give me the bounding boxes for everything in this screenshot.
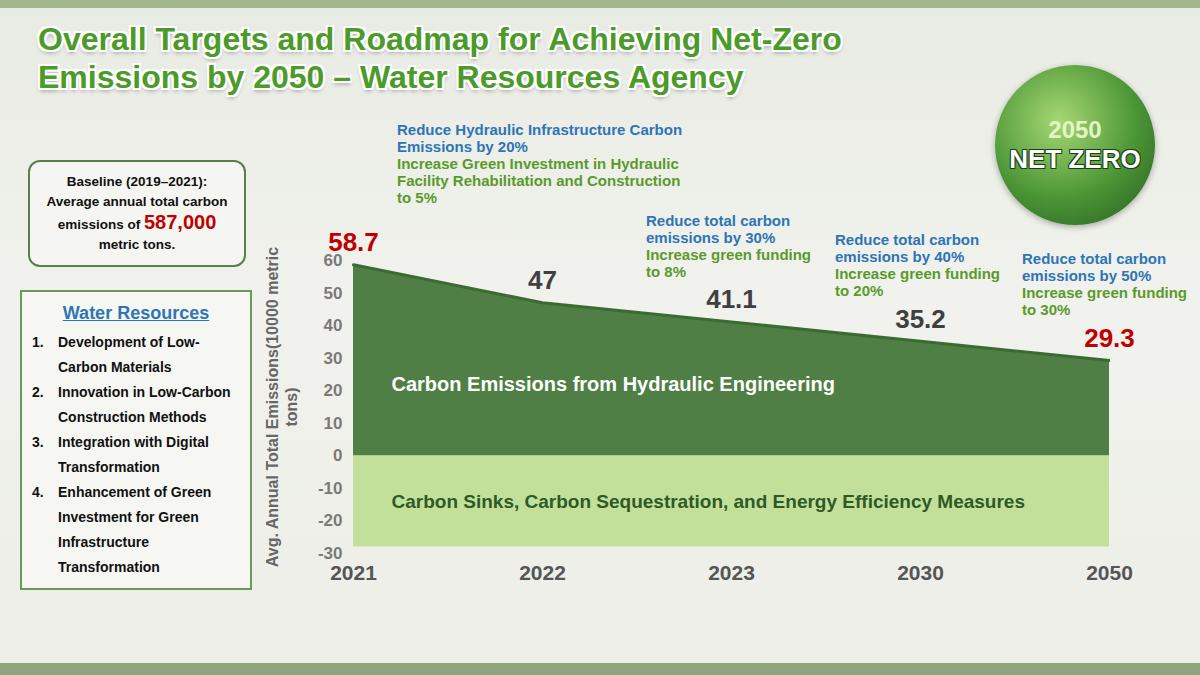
html-text:1.: 1. — [32, 334, 44, 350]
html-text:Reduce Hydraulic Infrastructur: Reduce Hydraulic Infrastructure Carbon E… — [397, 120, 683, 155]
html-text:Water Resources: Water Resources — [62, 303, 210, 323]
html-text:2.: 2. — [32, 384, 44, 400]
html-text:Reduce total carbon emissions: Reduce total carbon emissions by 40% — [835, 230, 980, 265]
svg-text:20: 20 — [324, 381, 343, 400]
html-text:Development of Low-Carbon Mate: Development of Low-Carbon Materials — [58, 334, 200, 375]
html-text:2050: 2050 — [1048, 116, 1102, 143]
svg-text:2021: 2021 — [330, 561, 377, 584]
svg-text:2023: 2023 — [708, 561, 755, 584]
html-text:Increase green funding to 8%: Increase green funding to 8% — [646, 245, 811, 280]
svg-text:2030: 2030 — [897, 561, 944, 584]
html-text:Reduce total carbon emissions: Reduce total carbon emissions by 30% — [646, 211, 791, 246]
svg-text:60: 60 — [323, 250, 343, 270]
svg-text:-20: -20 — [318, 511, 343, 530]
svg-text:47: 47 — [528, 265, 557, 295]
svg-text:29.3: 29.3 — [1084, 323, 1135, 353]
svg-text:30: 30 — [324, 349, 343, 368]
html-text:Increase green funding to 20%: Increase green funding to 20% — [835, 264, 1000, 299]
html-text:Overall Targets and Roadmap fo: Overall Targets and Roadmap for Achievin… — [38, 21, 842, 95]
html-text:Increase Green Investment in H: Increase Green Investment in Hydraulic F… — [397, 154, 681, 206]
svg-text:Carbon Emissions from Hydrauli: Carbon Emissions from Hydraulic Engineer… — [392, 373, 835, 395]
html-text:NET ZERO: NET ZERO — [1009, 144, 1141, 174]
svg-text:Carbon Sinks, Carbon Sequestra: Carbon Sinks, Carbon Sequestration, and … — [392, 490, 1026, 511]
svg-text:2050: 2050 — [1086, 561, 1133, 584]
html-text:Avg. Annual Total Emissions(10: Avg. Annual Total Emissions(10000 metric… — [264, 246, 300, 567]
html-text:Enhancement of Green Investmen: Enhancement of Green Investment for Gree… — [58, 484, 212, 575]
svg-text:0: 0 — [333, 446, 342, 465]
html-text:4.: 4. — [32, 484, 44, 500]
svg-text:50: 50 — [324, 283, 343, 302]
svg-text:2022: 2022 — [519, 561, 566, 584]
svg-text:41.1: 41.1 — [706, 284, 757, 314]
svg-text:58.7: 58.7 — [328, 227, 379, 257]
svg-text:40: 40 — [324, 316, 343, 335]
html-text:Integration with Digital Trans: Integration with Digital Transformation — [58, 434, 209, 475]
html-text:Reduce total carbon emissions: Reduce total carbon emissions by 50% — [1022, 249, 1167, 284]
html-text:metric tons.: metric tons. — [98, 237, 176, 252]
svg-text:10: 10 — [324, 414, 343, 433]
svg-text:-10: -10 — [318, 479, 343, 498]
html-text:Average annual total carbon em: Average annual total carbon emissions of… — [46, 194, 228, 233]
html-text:Increase green funding to 30%: Increase green funding to 30% — [1022, 283, 1187, 318]
html-text:Baseline (2019–2021):: Baseline (2019–2021): — [66, 174, 208, 189]
html-text:3.: 3. — [32, 434, 44, 450]
html-text:Innovation in Low-Carbon Const: Innovation in Low-Carbon Construction Me… — [58, 384, 231, 425]
svg-text:35.2: 35.2 — [895, 304, 946, 334]
svg-text:-30: -30 — [318, 544, 343, 563]
